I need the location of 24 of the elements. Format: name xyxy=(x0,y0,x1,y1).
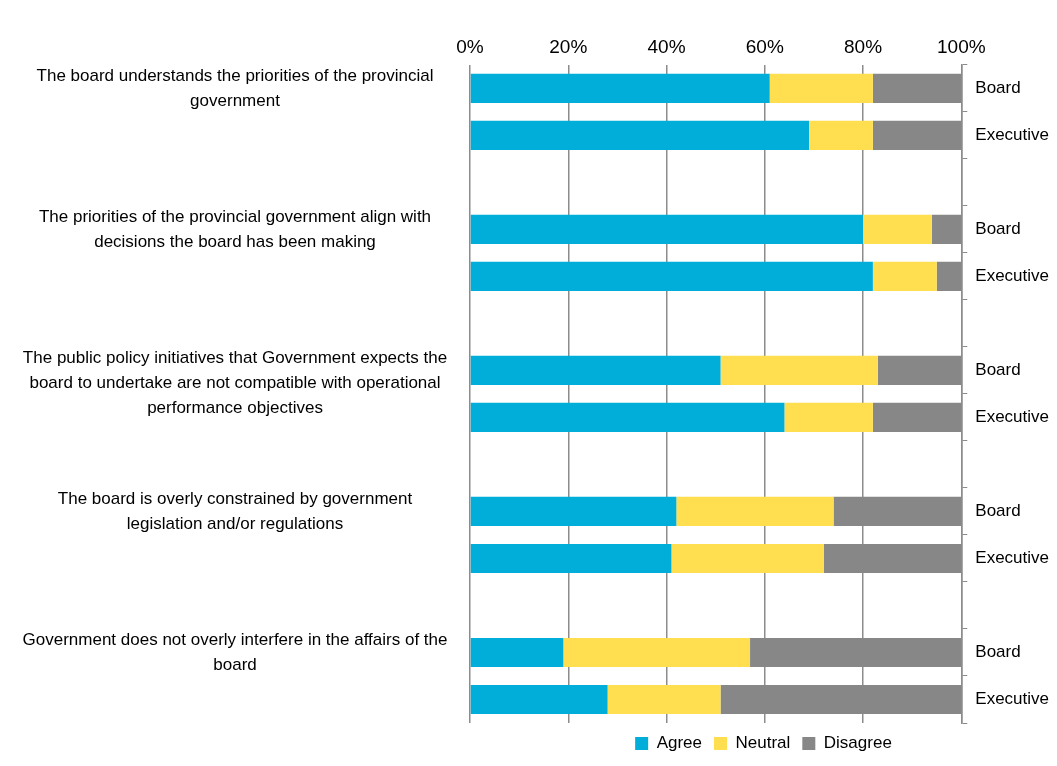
y-tick-label: Board xyxy=(975,77,1021,97)
legend-label: Disagree xyxy=(823,733,892,753)
x-tick-label: 0% xyxy=(456,35,484,57)
x-tick-label: 100% xyxy=(936,35,986,57)
x-tick-label: 80% xyxy=(844,35,883,57)
legend-label: Neutral xyxy=(735,733,791,753)
y-tick-label: Board xyxy=(975,219,1021,239)
y-tick-label: Executive xyxy=(975,548,1049,568)
y-tick-label: Executive xyxy=(975,407,1049,427)
y-tick-label: Board xyxy=(975,501,1021,521)
text: The priorities of the provincial government align with decisions the board has been making xyxy=(38,207,432,252)
y-tick-label: Board xyxy=(975,360,1021,380)
text: The board understands the priorities of the provincial government xyxy=(36,65,434,110)
x-tick-label: 20% xyxy=(549,35,588,57)
x-tick-label: 40% xyxy=(647,35,686,57)
y-tick-label: Executive xyxy=(975,125,1049,145)
text: Government does not overly interfere in the affairs of the board xyxy=(22,630,448,675)
y-tick-label: Executive xyxy=(975,266,1049,286)
x-tick-label: 60% xyxy=(745,35,784,57)
y-tick-label: Executive xyxy=(975,689,1049,709)
y-tick-label: Board xyxy=(975,642,1021,662)
text: The public policy initiatives that Government expects the board to undertake are not compatible with operational performance objectives xyxy=(22,348,448,418)
legend-label: Agree xyxy=(656,733,703,753)
text: The board is overly constrained by government legislation and/or regulations xyxy=(57,489,413,534)
